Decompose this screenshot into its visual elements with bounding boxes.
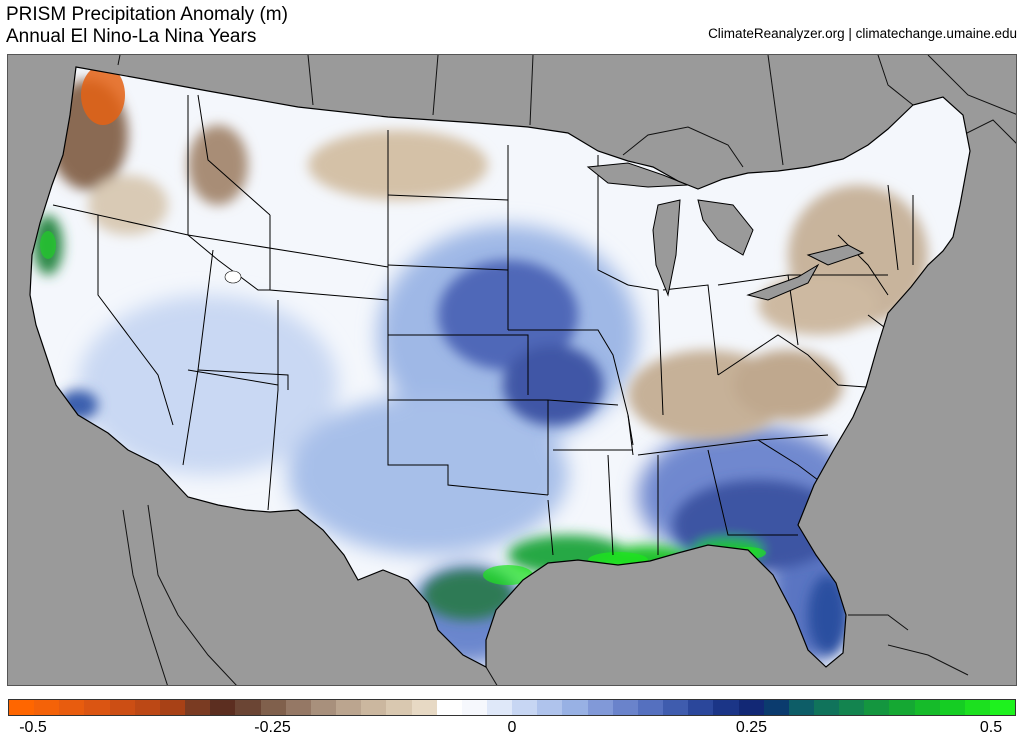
colorbar-swatch [411, 700, 437, 715]
colorbar-swatch [512, 700, 538, 715]
colorbar-swatch [788, 700, 814, 715]
colorbar-swatch [134, 700, 160, 715]
colorbar-tick-label: 0.25 [735, 719, 768, 736]
colorbar-swatch [637, 700, 664, 715]
colorbar-tick-label: 0.5 [979, 719, 1003, 736]
colorbar-swatch [688, 700, 714, 715]
colorbar-swatch [34, 700, 60, 715]
colorbar-swatch [990, 700, 1016, 715]
colorbar-swatch [814, 700, 840, 715]
colorbar-swatch [9, 700, 35, 715]
colorbar-swatch [159, 700, 186, 715]
colorbar-swatch [864, 700, 890, 715]
colorbar-swatch [537, 700, 563, 715]
precipitation-map [29, 55, 1016, 685]
colorbar-swatch [260, 700, 286, 715]
title-block: PRISM Precipitation Anomaly (m) Annual E… [6, 4, 288, 48]
colorbar-swatch [663, 700, 689, 715]
colorbar-swatch [436, 700, 462, 715]
colorbar-swatch [310, 700, 337, 715]
map-frame [7, 54, 1017, 686]
colorbar-swatch [386, 700, 412, 715]
colorbar-swatch [914, 700, 940, 715]
colorbar-swatch [763, 700, 789, 715]
colorbar-tick-label: -0.25 [254, 719, 291, 736]
colorbar-swatch [210, 700, 236, 715]
colorbar-swatch [461, 700, 487, 715]
colorbar-tick-label: 0 [507, 719, 517, 736]
colorbar-tick-label: -0.5 [19, 719, 47, 736]
colorbar-swatch [562, 700, 588, 715]
colorbar-swatch [285, 700, 311, 715]
source-credit: ClimateReanalyzer.org | climatechange.um… [708, 26, 1017, 41]
colorbar-swatch [587, 700, 613, 715]
colorbar-swatch [336, 700, 362, 715]
colorbar-swatch [486, 700, 513, 715]
colorbar-swatch [59, 700, 85, 715]
colorbar-swatch [738, 700, 764, 715]
colorbar [8, 699, 1016, 716]
colorbar-swatch [109, 700, 135, 715]
colorbar-swatch [235, 700, 261, 715]
coastline-lines [117, 55, 1016, 685]
colorbar-swatch [612, 700, 638, 715]
colorbar-swatch [185, 700, 211, 715]
colorbar-swatch [84, 700, 110, 715]
colorbar-swatch [839, 700, 865, 715]
colorbar-swatch [713, 700, 739, 715]
us-outline [29, 66, 971, 668]
colorbar-swatch [939, 700, 965, 715]
map-title: PRISM Precipitation Anomaly (m) [6, 4, 288, 25]
map-subtitle: Annual El Nino-La Nina Years [6, 26, 257, 47]
colorbar-swatch [361, 700, 387, 715]
colorbar-swatch [889, 700, 915, 715]
great-lakes [586, 162, 865, 301]
colorbar-swatch [964, 700, 991, 715]
